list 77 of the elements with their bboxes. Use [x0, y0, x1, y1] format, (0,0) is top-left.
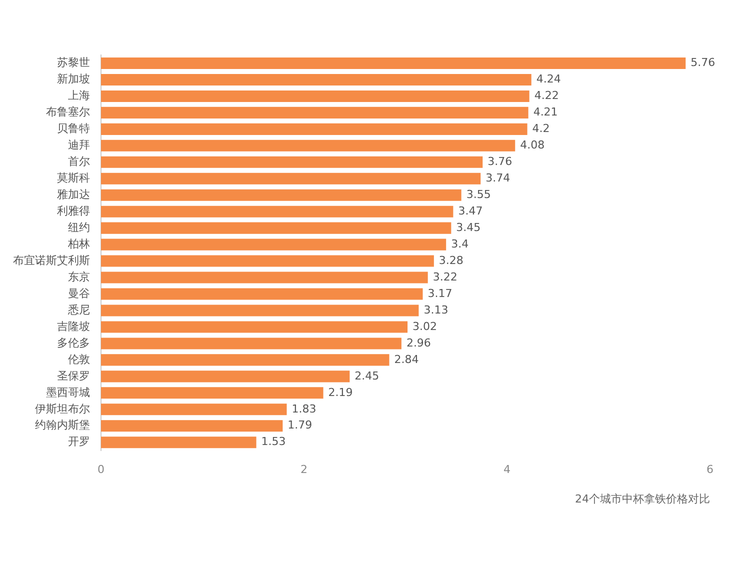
bar [101, 436, 256, 448]
data-label: 3.45 [456, 220, 481, 234]
bar [101, 238, 446, 250]
bar [101, 321, 408, 333]
bar [101, 57, 686, 70]
bar [101, 106, 528, 118]
bar [101, 338, 402, 350]
bar [101, 404, 287, 416]
bar [101, 172, 481, 184]
x-axis-title: 24个城市中杯拿铁价格对比 [575, 492, 710, 506]
data-label: 1.53 [261, 435, 286, 448]
data-label: 3.55 [466, 188, 491, 201]
x-tick-label: 6 [706, 463, 714, 476]
y-tick-label: 雅加达 [57, 188, 90, 201]
y-tick-label: 伊斯坦布尔 [35, 402, 90, 416]
y-tick-label: 首尔 [68, 155, 90, 168]
y-tick-label: 苏黎世 [57, 56, 90, 70]
y-tick-label: 利雅得 [57, 204, 90, 218]
x-tick-label: 2 [300, 463, 308, 476]
y-tick-label: 贝鲁特 [57, 122, 90, 136]
y-tick-label: 东京 [68, 270, 90, 284]
y-tick-label: 悉尼 [67, 303, 90, 316]
bar [101, 123, 528, 135]
y-tick-label: 多伦多 [57, 336, 90, 350]
data-label: 4.24 [536, 72, 561, 86]
bar [101, 90, 530, 102]
bar [101, 156, 483, 168]
data-label: 2.45 [354, 369, 380, 382]
y-tick-label: 莫斯科 [57, 171, 90, 184]
y-tick-label: 吉隆坡 [57, 320, 90, 333]
y-tick-label: 柏林 [67, 237, 90, 250]
y-tick-label: 开罗 [68, 435, 90, 448]
bar [101, 272, 428, 284]
data-label: 3.4 [451, 237, 469, 250]
bar [101, 140, 516, 152]
data-label: 2.84 [394, 352, 419, 366]
bar [101, 288, 423, 300]
y-tick-label: 布鲁塞尔 [46, 106, 90, 119]
data-label: 5.76 [690, 56, 716, 70]
x-tick-label: 0 [98, 463, 104, 476]
bar [101, 370, 350, 382]
bar [101, 222, 452, 234]
data-label: 3.13 [424, 303, 448, 316]
data-label: 4.21 [533, 106, 558, 119]
data-label: 4.2 [532, 122, 550, 136]
data-label: 4.22 [534, 89, 559, 102]
data-label: 3.76 [488, 155, 512, 168]
y-tick-label: 新加坡 [57, 72, 90, 86]
bar [101, 304, 419, 316]
data-label: 2.96 [406, 336, 431, 350]
data-label: 4.08 [520, 138, 545, 152]
x-tick-label: 4 [504, 463, 510, 476]
y-tick-label: 墨西哥城 [46, 386, 90, 399]
data-label: 3.28 [438, 254, 464, 267]
bar [101, 387, 324, 399]
bar [101, 420, 283, 432]
data-label: 3.22 [432, 270, 458, 284]
data-label: 3.47 [458, 204, 483, 218]
y-tick-label: 布宜诺斯艾利斯 [13, 254, 90, 267]
y-tick-label: 上海 [68, 89, 90, 102]
y-tick-label: 纽约 [68, 220, 90, 234]
y-tick-label: 伦敦 [68, 352, 90, 366]
bar [101, 74, 532, 86]
y-tick-label: 约翰内斯堡 [35, 418, 90, 432]
y-tick-label: 圣保罗 [57, 369, 90, 382]
data-label: 1.83 [292, 402, 316, 416]
bar [101, 206, 454, 218]
y-tick-label: 迪拜 [68, 138, 90, 152]
data-label: 3.74 [486, 171, 510, 184]
bar [101, 354, 390, 366]
data-label: 2.19 [328, 386, 353, 399]
y-tick-label: 曼谷 [68, 286, 90, 300]
data-label: 3.17 [428, 286, 452, 300]
bar [101, 189, 462, 201]
bar [101, 255, 434, 267]
data-label: 1.79 [288, 418, 312, 432]
data-label: 3.02 [412, 320, 438, 333]
